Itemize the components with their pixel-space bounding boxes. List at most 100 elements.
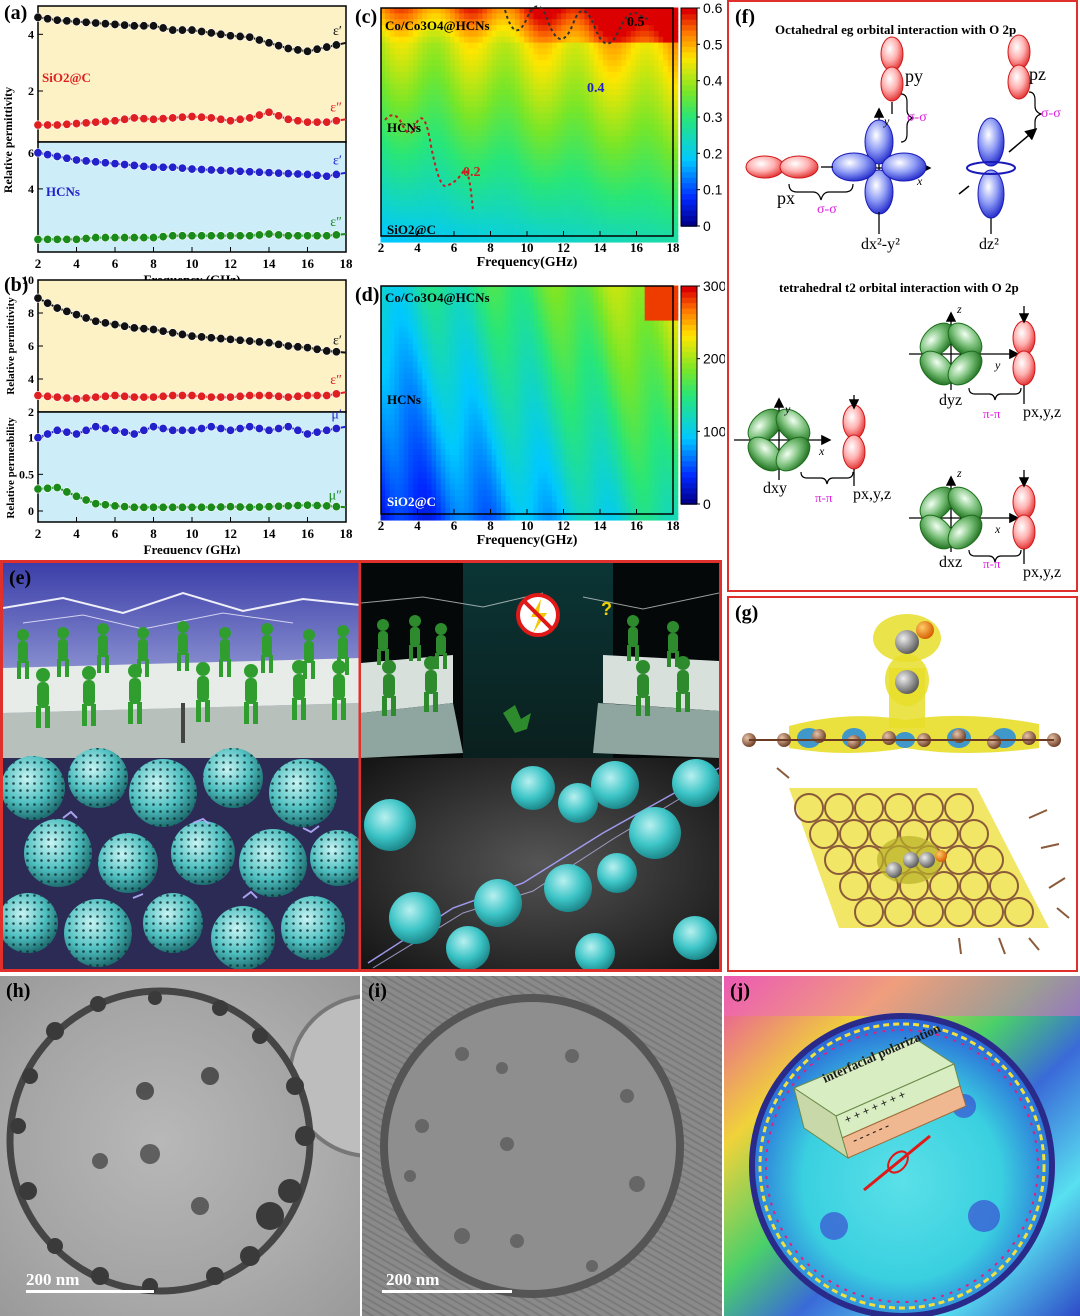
heat-cell (505, 326, 512, 334)
colorbar-cell (681, 78, 697, 86)
heat-cell (589, 449, 595, 457)
heat-cell (389, 303, 396, 311)
heat-cell (575, 159, 582, 167)
data-point (139, 21, 149, 31)
heat-cell (658, 177, 665, 185)
heat-cell (385, 449, 391, 457)
heat-cell (644, 77, 651, 85)
heat-cell (487, 338, 493, 346)
heat-cell (533, 206, 540, 214)
heat-cell (482, 106, 489, 114)
heat-cell (412, 291, 419, 299)
heat-cell (436, 355, 442, 363)
heat-cell (496, 419, 503, 428)
heat-cell (565, 431, 572, 439)
heat-cell (565, 177, 572, 185)
heat-cell (505, 223, 512, 231)
heat-cell (431, 206, 438, 214)
heat-cell (510, 449, 517, 457)
heat-cell (561, 177, 568, 185)
heat-cell (565, 343, 572, 352)
heat-cell (454, 229, 461, 237)
heat-cell (672, 106, 679, 114)
heat-cell (473, 408, 480, 416)
heat-cell (547, 118, 554, 126)
heat-cell (602, 141, 609, 150)
heat-cell (454, 89, 461, 97)
heat-cell (454, 147, 461, 155)
heat-cell (556, 355, 563, 363)
heat-cell (551, 425, 558, 433)
heat-cell (561, 89, 568, 97)
heat-cell (663, 42, 670, 50)
heat-cell (556, 513, 563, 521)
heat-cell (394, 297, 401, 305)
heat-cell (630, 206, 637, 214)
data-point (33, 293, 43, 303)
colorbar-cell (681, 198, 697, 205)
heat-cell (431, 71, 438, 79)
x-tick-label: 18 (667, 240, 681, 255)
heat-cell (454, 171, 461, 179)
heat-cell (551, 349, 558, 357)
data-point (43, 120, 53, 130)
heat-cell (528, 25, 535, 33)
heat-cell (436, 54, 442, 62)
heat-cell (389, 60, 396, 68)
heat-cell (385, 297, 391, 305)
heat-cell (487, 95, 493, 103)
heat-cell (602, 54, 609, 62)
heat-cell (579, 159, 586, 167)
heat-cell (501, 188, 507, 196)
heat-cell (524, 13, 531, 21)
heat-cell (528, 200, 535, 208)
data-point (245, 391, 255, 401)
heat-cell (389, 291, 396, 299)
heat-cell (436, 495, 442, 504)
heat-cell (561, 19, 568, 27)
heat-cell (399, 367, 405, 375)
heat-cell (653, 106, 660, 114)
heat-cell (524, 338, 531, 346)
heat-cell (593, 308, 600, 316)
heat-cell (463, 65, 470, 74)
heat-cell (422, 206, 429, 214)
heat-cell (389, 30, 396, 38)
heat-cell (640, 25, 646, 33)
heat-cell (653, 13, 660, 21)
data-point (293, 116, 303, 126)
heat-cell (519, 42, 526, 50)
heat-cell (640, 83, 646, 91)
heat-cell (445, 141, 452, 150)
heat-cell (565, 349, 572, 357)
heat-cell (579, 501, 586, 509)
heat-cell (598, 7, 605, 15)
heat-cell (556, 235, 563, 243)
heat-cell (417, 83, 424, 91)
heat-cell (403, 431, 410, 439)
heat-cell (589, 460, 595, 468)
heat-cell (440, 54, 447, 62)
heat-cell (528, 42, 535, 50)
heat-cell (505, 455, 512, 463)
heat-cell (487, 379, 493, 387)
heat-cell (538, 495, 544, 504)
heat-cell (547, 355, 554, 363)
heat-cell (501, 182, 507, 190)
heat-cell (436, 42, 442, 50)
heat-cell (473, 291, 480, 299)
heat-cell (561, 314, 568, 322)
heat-cell (593, 89, 600, 97)
heat-cell (412, 326, 419, 334)
heat-cell (630, 7, 637, 15)
heat-cell (431, 130, 438, 138)
heat-cell (565, 223, 572, 231)
heat-cell (440, 206, 447, 214)
heat-cell (653, 95, 660, 103)
heat-cell (459, 130, 466, 138)
heat-cell (584, 431, 591, 439)
colorbar-cell (681, 100, 697, 107)
heat-cell (463, 367, 470, 375)
heat-cell (399, 235, 405, 243)
heat-cell (389, 507, 396, 515)
